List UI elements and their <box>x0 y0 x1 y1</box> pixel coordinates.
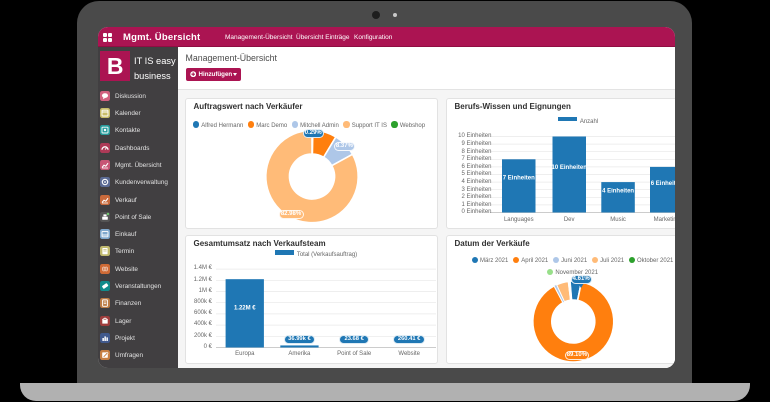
svg-text:6 Einheiten: 6 Einheiten <box>651 181 675 187</box>
svg-text:4 Einheiten: 4 Einheiten <box>602 189 634 195</box>
svg-text:7 Einheiten: 7 Einheiten <box>503 176 535 182</box>
svg-text:1.22M €: 1.22M € <box>234 305 256 311</box>
svg-text:10 Einheiten: 10 Einheiten <box>552 165 588 171</box>
